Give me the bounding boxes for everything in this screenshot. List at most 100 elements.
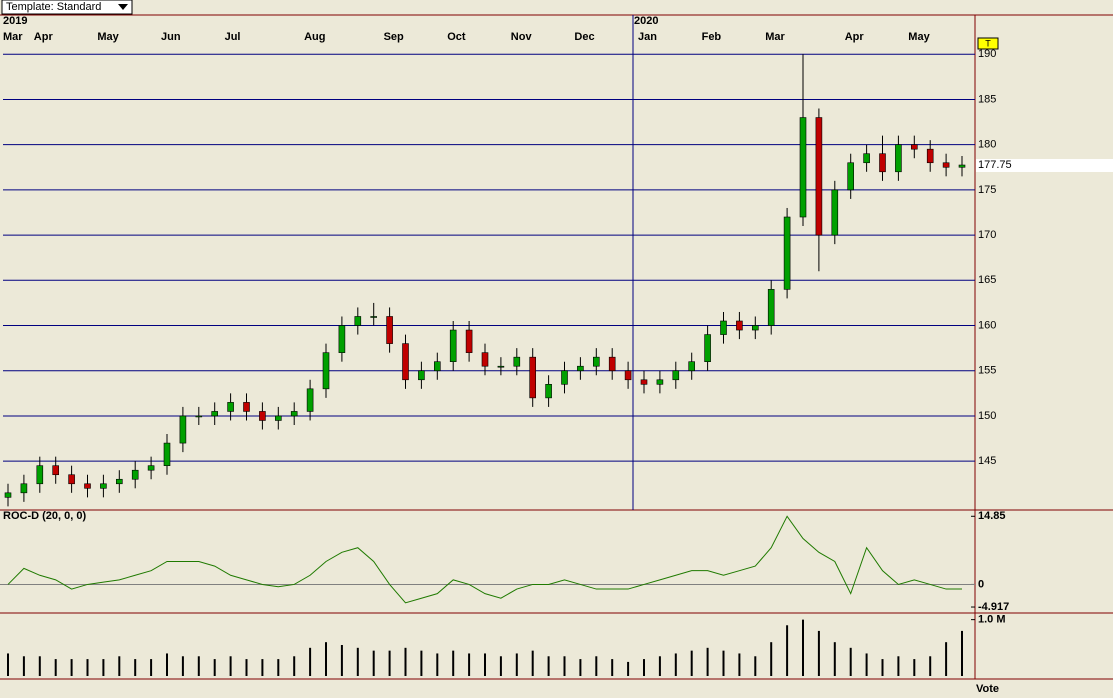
y-tick-label: 150 (978, 410, 996, 422)
volume-bar (452, 650, 455, 676)
volume-bar (738, 653, 741, 676)
y-tick-label: 180 (978, 139, 996, 151)
volume-bar (547, 656, 550, 676)
candle-body (100, 483, 107, 489)
volume-bar (817, 630, 820, 676)
volume-bar (372, 650, 375, 676)
volume-bar (7, 653, 9, 676)
month-label: Dec (574, 31, 594, 43)
candle-body (402, 343, 409, 381)
last-value-box (976, 159, 1113, 173)
volume-bar (229, 656, 232, 676)
y-tick-label: 160 (978, 319, 996, 331)
month-label: Aug (304, 31, 325, 43)
volume-bar (356, 647, 359, 676)
volume-bar (213, 659, 216, 676)
month-label: Mar (3, 31, 23, 43)
candle-body (274, 415, 282, 421)
candle-body (545, 384, 552, 399)
candle-body (179, 415, 187, 444)
candle-body (227, 402, 234, 412)
candle-body (942, 162, 950, 168)
candle-body (497, 365, 505, 368)
y-tick-label: 155 (978, 365, 996, 377)
volume-bar (102, 659, 105, 676)
candle-body (879, 153, 886, 173)
month-label: Jun (161, 31, 181, 43)
candle-body (799, 117, 807, 218)
month-label: May (97, 31, 119, 43)
volume-bar (54, 659, 57, 676)
y-tick-label: 170 (978, 229, 996, 241)
volume-bar (674, 653, 677, 676)
volume-bar (420, 650, 423, 676)
volume-bar (70, 659, 73, 676)
candle-body (815, 117, 823, 236)
volume-bar (706, 647, 709, 676)
month-label: Feb (702, 31, 722, 43)
candle-body (751, 325, 759, 331)
marker-label: T (985, 38, 991, 48)
candle-body (386, 316, 393, 344)
volume-bar (849, 647, 852, 676)
y-tick-label: 1.0 M (978, 614, 1006, 626)
candle-body (20, 483, 28, 494)
volume-bar (245, 659, 248, 676)
volume-bar (770, 642, 773, 676)
volume-bar (531, 650, 534, 676)
candle-body (561, 370, 568, 385)
candle-body (68, 474, 75, 485)
candle-body (163, 442, 171, 466)
template-dropdown[interactable] (1, 0, 133, 15)
volume-bar (277, 659, 280, 676)
candle-body (608, 356, 616, 372)
dropdown-arrow (118, 4, 128, 10)
candle-body (863, 153, 870, 164)
candle-body (529, 356, 537, 399)
y-tick-label: 190 (978, 48, 996, 60)
month-label: Nov (511, 31, 533, 43)
candle-body (688, 361, 696, 372)
volume-bar (611, 659, 614, 676)
candle-body (640, 379, 648, 385)
y-tick-label: 0 (978, 578, 984, 590)
volume-bar (913, 659, 916, 676)
candle-body (656, 379, 664, 385)
indicator-line (7, 515, 962, 604)
month-label: Sep (384, 31, 404, 43)
volume-bar (166, 653, 168, 676)
candle-body (783, 216, 791, 290)
volume-bar (404, 647, 407, 676)
volume-bar (436, 653, 439, 676)
candle-body (577, 365, 584, 372)
volume-bar (293, 656, 296, 676)
volume-bar (627, 661, 630, 676)
candle-body (910, 144, 918, 150)
year-label: 2019 (3, 15, 27, 27)
candle-body (131, 469, 139, 480)
volume-bar (181, 656, 184, 676)
vote-label[interactable]: Vote (976, 683, 999, 695)
candle-body (926, 148, 934, 164)
volume-bar (309, 647, 312, 676)
candle-body (211, 411, 218, 417)
candle-body (52, 465, 60, 476)
volume-bar (261, 659, 264, 676)
volume-bar (468, 653, 471, 676)
last-value: 177.75 (978, 159, 1012, 171)
y-tick-label: 165 (978, 274, 996, 286)
volume-bar (897, 656, 900, 676)
volume-bar (325, 642, 327, 676)
volume-bar (484, 653, 486, 676)
y-tick-label: 14.85 (978, 510, 1006, 522)
candle-body (831, 189, 839, 236)
month-label: Jan (638, 31, 657, 43)
candle-body (513, 356, 521, 367)
candle-body (418, 370, 425, 381)
candle-body (720, 320, 727, 335)
candle-body (672, 370, 680, 381)
candle-body (306, 388, 314, 412)
template-label[interactable]: Template: Standard (6, 1, 101, 13)
